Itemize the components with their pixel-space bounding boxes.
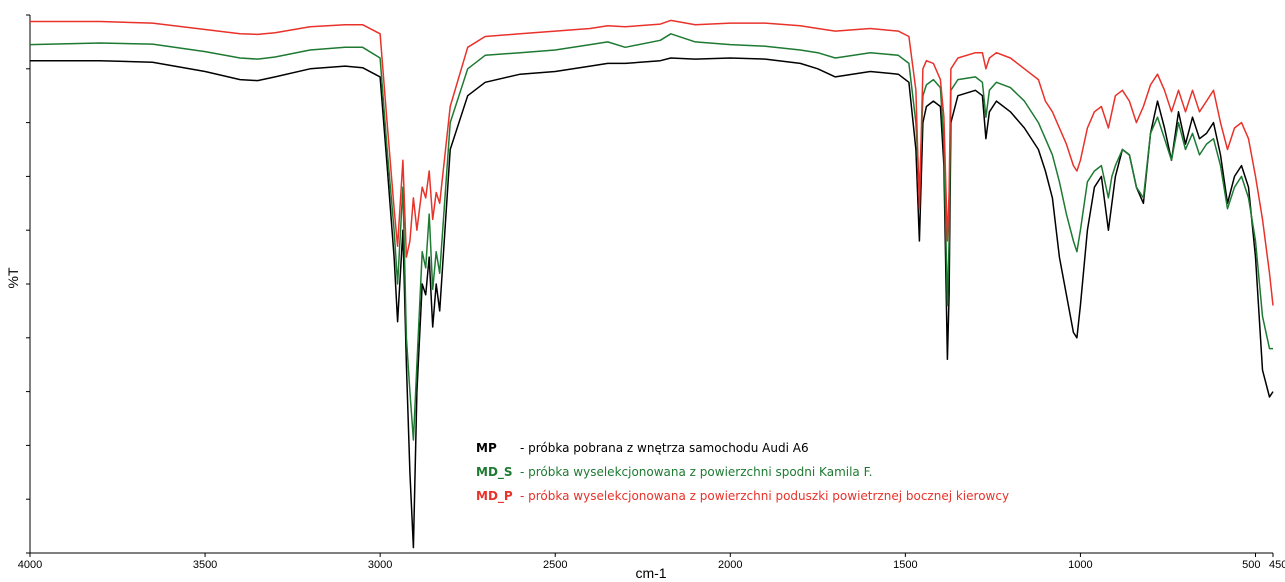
y-axis-label: %T <box>5 267 21 288</box>
x-tick-label: 2500 <box>543 559 567 571</box>
x-axis-ticks: 4000 3500 3000 2500 2000 1500 1000 500 450 <box>18 553 1285 571</box>
x-tick-label: 3500 <box>193 559 217 571</box>
legend-key-md-p: MD_P <box>476 489 513 504</box>
series-line-md-p <box>30 19 1274 306</box>
legend-key-md-s: MD_S <box>476 465 513 480</box>
x-tick-label: 2000 <box>718 559 742 571</box>
x-tick-label: 4000 <box>18 559 42 571</box>
legend-text-md-s: - próbka wyselekcjonowana z powierzchni … <box>520 465 872 479</box>
series-line-mp <box>30 57 1274 549</box>
series-layer <box>29 19 1274 549</box>
x-tick-label: 500 <box>1242 559 1260 571</box>
y-axis-ticks <box>26 14 30 554</box>
legend-text-mp: - próbka pobrana z wnętrza samochodu Aud… <box>520 441 809 455</box>
x-axis-label: cm-1 <box>635 565 666 581</box>
legend: MP - próbka pobrana z wnętrza samochodu A… <box>476 441 1009 504</box>
x-tick-label: 1500 <box>893 559 917 571</box>
x-tick-label: 1000 <box>1068 559 1092 571</box>
legend-text-md-p: - próbka wyselekcjonowana z powierzchni … <box>520 489 1009 503</box>
legend-key-mp: MP <box>476 441 497 455</box>
x-tick-label: 450 <box>1269 559 1285 571</box>
x-tick-label: 3000 <box>368 559 392 571</box>
